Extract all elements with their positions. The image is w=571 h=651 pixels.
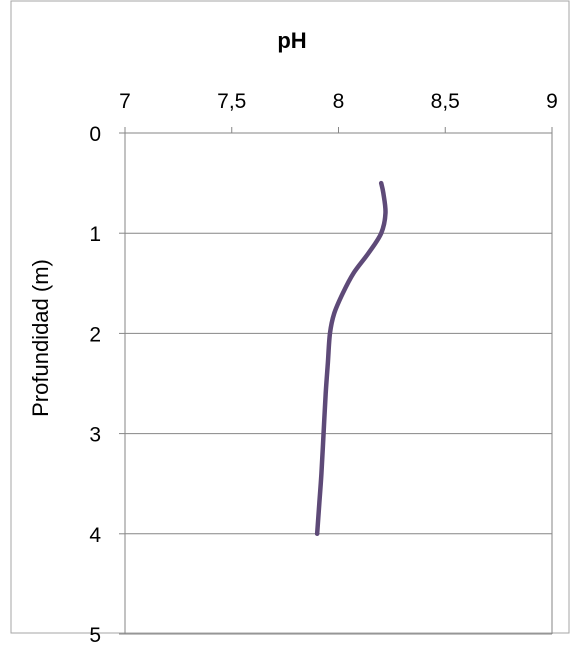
series-layer — [314, 180, 388, 537]
x-tick-label: 8 — [333, 90, 345, 113]
series-line-0 — [314, 180, 388, 537]
x-tick-label: 8,5 — [431, 90, 460, 113]
axes: 0 1 2 3 4 5 7 7,5 8 8,5 9 — [89, 90, 558, 647]
x-tick-label: 9 — [546, 90, 558, 113]
x-tick-label: 7 — [119, 90, 131, 113]
y-tick-label: 4 — [89, 524, 101, 547]
chart-title: pH — [277, 28, 306, 53]
y-tick-label: 5 — [89, 624, 101, 646]
y-tick-label: 1 — [89, 223, 101, 246]
y-tick-label: 2 — [89, 323, 101, 346]
y-tick-label: 3 — [89, 424, 101, 447]
y-tick-label: 0 — [89, 123, 101, 146]
y-axis-label: Profundidad (m) — [28, 259, 53, 417]
x-tick-label: 7,5 — [217, 90, 246, 113]
grid-lines — [125, 232, 552, 635]
chart-border — [10, 0, 570, 634]
